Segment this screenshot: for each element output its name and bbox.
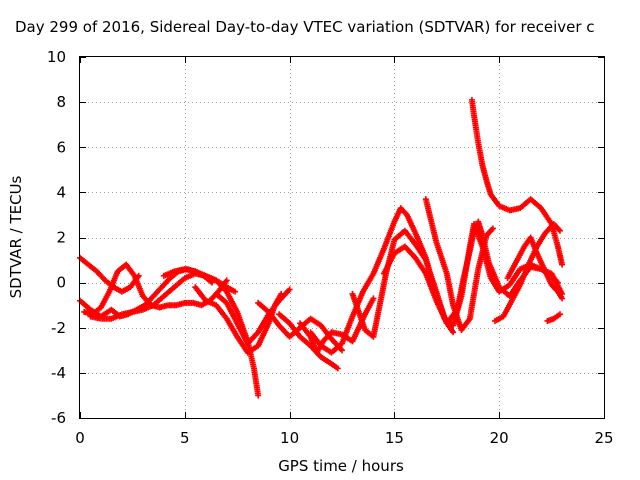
y-axis-label: SDTVAR / TECUs — [7, 175, 25, 298]
data-point — [286, 286, 293, 293]
x-tick-label: 15 — [385, 429, 404, 447]
series-s13 — [380, 218, 566, 327]
data-point — [556, 311, 563, 318]
series-s14 — [422, 196, 496, 334]
x-tick-label: 25 — [594, 429, 613, 447]
data-point — [559, 261, 566, 268]
series-s18 — [544, 311, 563, 324]
y-tick-label: 6 — [56, 138, 66, 156]
y-tick-label: -2 — [51, 319, 66, 337]
grid-lines — [80, 57, 604, 418]
axis-ticks — [80, 57, 605, 419]
x-axis-label: GPS time / hours — [278, 457, 404, 475]
series-s5 — [160, 266, 262, 399]
data-point — [489, 225, 496, 232]
plot-frame — [79, 56, 605, 419]
y-tick-label: -6 — [51, 409, 66, 427]
y-tick-label: 2 — [56, 229, 66, 247]
series-s17 — [504, 234, 566, 302]
y-tick-label: 4 — [56, 183, 66, 201]
data-point — [334, 365, 341, 372]
x-tick-label: 20 — [490, 429, 509, 447]
series-s6 — [192, 284, 285, 356]
y-tick-label: -4 — [51, 364, 66, 382]
chart-title: Day 299 of 2016, Sidereal Day-to-day VTE… — [15, 18, 595, 36]
data-point — [556, 227, 563, 234]
data-point — [559, 295, 566, 302]
data-marks — [77, 96, 566, 399]
data-point — [223, 277, 230, 284]
x-tick-label: 0 — [75, 429, 85, 447]
y-tick-label: 10 — [47, 48, 66, 66]
series-s7 — [213, 286, 293, 347]
series-s3 — [81, 261, 230, 318]
data-point — [450, 329, 457, 336]
y-tick-label: 0 — [56, 274, 66, 292]
x-tick-label: 10 — [280, 429, 299, 447]
data-point — [339, 347, 345, 354]
data-point — [255, 392, 262, 399]
series-s16 — [492, 220, 563, 324]
tick-labels: 0 5 10 15 20 25 -6 -4 -2 0 2 4 6 8 10 — [47, 48, 614, 447]
data-point — [232, 288, 239, 295]
x-tick-label: 5 — [180, 429, 190, 447]
y-tick-label: 8 — [56, 93, 66, 111]
series-s15 — [468, 96, 566, 268]
data-point — [370, 295, 377, 302]
